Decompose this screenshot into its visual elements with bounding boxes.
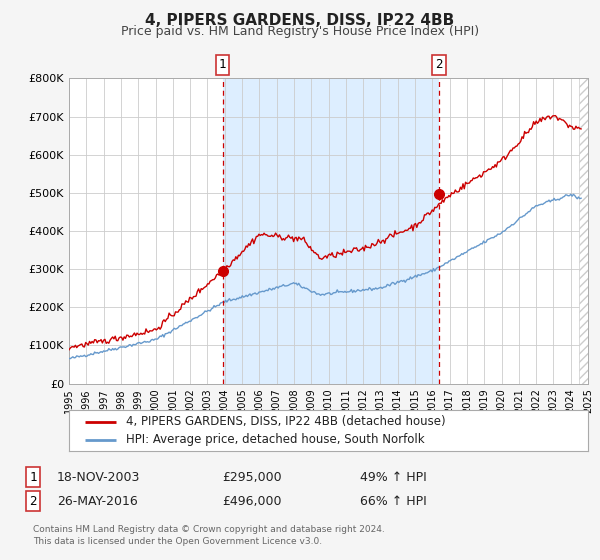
- Text: 4, PIPERS GARDENS, DISS, IP22 4BB (detached house): 4, PIPERS GARDENS, DISS, IP22 4BB (detac…: [126, 416, 446, 428]
- Text: £295,000: £295,000: [222, 470, 281, 484]
- Bar: [580, 78, 588, 384]
- Text: 26-MAY-2016: 26-MAY-2016: [57, 494, 138, 508]
- Text: 1: 1: [29, 470, 37, 484]
- Text: 49% ↑ HPI: 49% ↑ HPI: [360, 470, 427, 484]
- Text: 2: 2: [436, 58, 443, 72]
- Text: 66% ↑ HPI: 66% ↑ HPI: [360, 494, 427, 508]
- Text: 1: 1: [219, 58, 226, 72]
- Text: Price paid vs. HM Land Registry's House Price Index (HPI): Price paid vs. HM Land Registry's House …: [121, 25, 479, 38]
- Text: £496,000: £496,000: [222, 494, 281, 508]
- Text: 18-NOV-2003: 18-NOV-2003: [57, 470, 140, 484]
- Text: Contains HM Land Registry data © Crown copyright and database right 2024.
This d: Contains HM Land Registry data © Crown c…: [33, 525, 385, 546]
- Text: 2: 2: [29, 494, 37, 508]
- Text: 4, PIPERS GARDENS, DISS, IP22 4BB: 4, PIPERS GARDENS, DISS, IP22 4BB: [145, 13, 455, 29]
- Text: HPI: Average price, detached house, South Norfolk: HPI: Average price, detached house, Sout…: [126, 433, 425, 446]
- Bar: [223, 78, 439, 384]
